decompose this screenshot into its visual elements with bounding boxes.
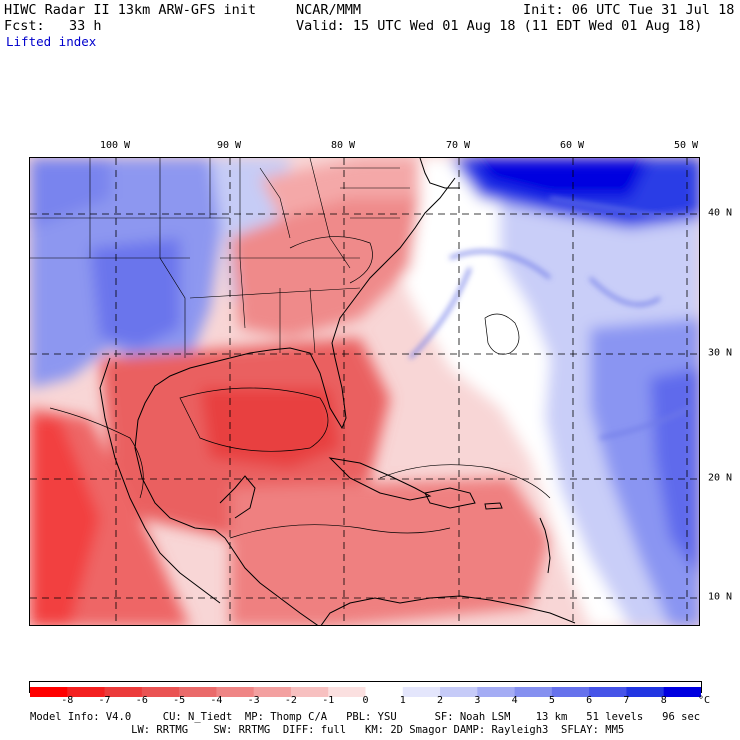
lon-label-80w: 80 W xyxy=(330,140,356,151)
colorbar-tick-label: -3 xyxy=(247,695,260,706)
colorbar-swatch xyxy=(663,687,702,697)
colorbar-swatch xyxy=(626,687,665,697)
colorbar-swatch xyxy=(216,687,255,697)
colorbar-tick-label: 8 xyxy=(660,695,667,706)
colorbar-swatch xyxy=(514,687,553,697)
colorbar-tick-label: -7 xyxy=(98,695,111,706)
lat-label-40n: 40 N xyxy=(708,207,733,219)
contours xyxy=(49,236,551,539)
init-time: Init: 06 UTC Tue 31 Jul 18 xyxy=(523,2,735,18)
colorbar-swatch xyxy=(328,687,366,697)
colorbar-swatch xyxy=(253,687,292,697)
colorbar-tick-label: -6 xyxy=(135,695,148,706)
colorbar-tick-label: -2 xyxy=(284,695,297,706)
colorbar-unit: °C xyxy=(697,695,711,706)
graticule xyxy=(30,158,699,625)
map-canvas xyxy=(30,158,699,625)
state-borders xyxy=(30,158,410,358)
colorbar-tick-label: 5 xyxy=(548,695,555,706)
lifted-index-map xyxy=(29,157,700,626)
colorbar-tick-label: 3 xyxy=(474,695,481,706)
colorbar-swatch xyxy=(551,687,590,697)
colorbar-tick-label: -5 xyxy=(173,695,186,706)
colorbar-tick-label: -8 xyxy=(61,695,74,706)
colorbar-tick-label: 0 xyxy=(362,695,369,706)
lon-label-50w: 50 W xyxy=(673,140,699,151)
colorbar-swatch xyxy=(589,687,627,697)
colorbar-swatch xyxy=(477,687,516,697)
field-name: Lifted index xyxy=(6,34,97,49)
colorbar-tick-label: 6 xyxy=(586,695,593,706)
colorbar-tick-label: -4 xyxy=(210,695,223,706)
colorbar xyxy=(29,681,702,697)
colorbar-swatch xyxy=(30,687,68,697)
lon-label-90w: 90 W xyxy=(216,140,242,151)
colorbar-swatch xyxy=(365,687,404,697)
lon-label-100w: 100 W xyxy=(99,140,131,151)
colorbar-swatch xyxy=(104,687,143,697)
colorbar-swatches xyxy=(30,687,702,697)
lifted-index-shading xyxy=(30,158,699,625)
lat-label-30n: 30 N xyxy=(708,347,733,359)
atlantic-streaks xyxy=(408,196,691,440)
colorbar-swatch xyxy=(67,687,106,697)
lat-label-20n: 20 N xyxy=(708,472,733,484)
lon-label-70w: 70 W xyxy=(445,140,471,151)
colorbar-swatch xyxy=(141,687,180,697)
model-title: HIWC Radar II 13km ARW-GFS init xyxy=(4,2,256,18)
forecast-hour: Fcst: 33 h xyxy=(4,18,102,34)
colorbar-swatch xyxy=(440,687,478,697)
model-info-line1: Model Info: V4.0 CU: N_Tiedt MP: Thomp C… xyxy=(30,711,701,723)
lat-label-10n: 10 N xyxy=(708,591,733,603)
colorbar-tick-label: 7 xyxy=(623,695,630,706)
colorbar-swatch xyxy=(402,687,441,697)
institution-label: NCAR/MMM xyxy=(296,2,362,18)
colorbar-tick-label: 1 xyxy=(399,695,406,706)
colorbar-tick-label: 2 xyxy=(437,695,444,706)
colorbar-swatch xyxy=(179,687,217,697)
model-info-line2: LW: RRTMG SW: RRTMG DIFF: full KM: 2D Sm… xyxy=(30,724,625,736)
lon-label-60w: 60 W xyxy=(559,140,585,151)
valid-time: Valid: 15 UTC Wed 01 Aug 18 (11 EDT Wed … xyxy=(296,18,703,34)
colorbar-tick-label: 4 xyxy=(511,695,518,706)
colorbar-tick-label: -1 xyxy=(322,695,335,706)
colorbar-swatch xyxy=(290,687,329,697)
coastlines xyxy=(99,158,576,625)
